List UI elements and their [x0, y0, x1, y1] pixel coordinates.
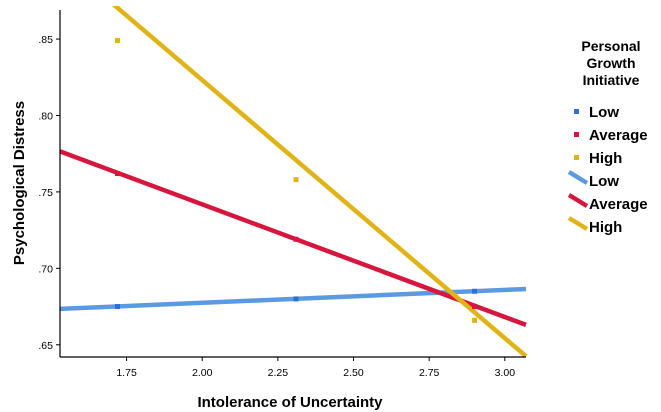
y-tick-label: .65 [38, 340, 53, 352]
legend-title-line: Growth [587, 55, 636, 71]
point-high-0 [114, 38, 120, 44]
legend-marker-low [574, 109, 579, 114]
point-low-0 [114, 304, 120, 310]
plot-lines [60, 6, 528, 357]
legend-title-line: Personal [581, 38, 640, 54]
point-high-2 [472, 317, 478, 323]
ticks: 1.75 2.00 2.25 2.50 2.75 3.00 .65 .70 .75 .80 .85 [38, 34, 515, 379]
x-tick-label: 1.75 [116, 367, 137, 379]
legend-label: Average [589, 196, 648, 213]
x-tick-label: 2.75 [419, 367, 440, 379]
axes [59, 10, 526, 358]
point-average-0 [114, 171, 120, 177]
legend-label: High [589, 219, 622, 236]
legend-title-line: Initiative [583, 72, 640, 88]
legend-marker-average [574, 132, 579, 137]
legend-label: Average [589, 127, 648, 144]
y-tick-label: .70 [38, 263, 53, 275]
y-tick-label: .85 [38, 34, 53, 46]
legend-marker-high [574, 155, 579, 160]
y-tick-label: .80 [38, 110, 53, 122]
legend-label: Low [589, 173, 619, 190]
legend-line-average [567, 193, 589, 208]
point-high-1 [293, 177, 299, 183]
line-average [60, 149, 527, 328]
point-average-2 [472, 304, 478, 310]
line-high [111, 6, 528, 357]
x-tick-label: 2.50 [343, 367, 364, 379]
plot-points [114, 38, 478, 323]
point-low-2 [472, 288, 478, 294]
legend-line-low [567, 170, 589, 185]
x-tick-label: 2.00 [192, 367, 213, 379]
legend-label: High [589, 150, 622, 167]
x-tick-label: 3.00 [495, 367, 516, 379]
y-tick-label: .75 [38, 187, 53, 199]
legend-line-high [567, 216, 589, 231]
point-low-1 [293, 296, 299, 302]
x-tick-label: 2.25 [268, 367, 289, 379]
point-average-1 [293, 236, 299, 242]
legend-label: Low [589, 104, 619, 121]
x-axis-title: Intolerance of Uncertainty [197, 394, 383, 411]
y-axis-title: Psychological Distress [11, 101, 28, 265]
